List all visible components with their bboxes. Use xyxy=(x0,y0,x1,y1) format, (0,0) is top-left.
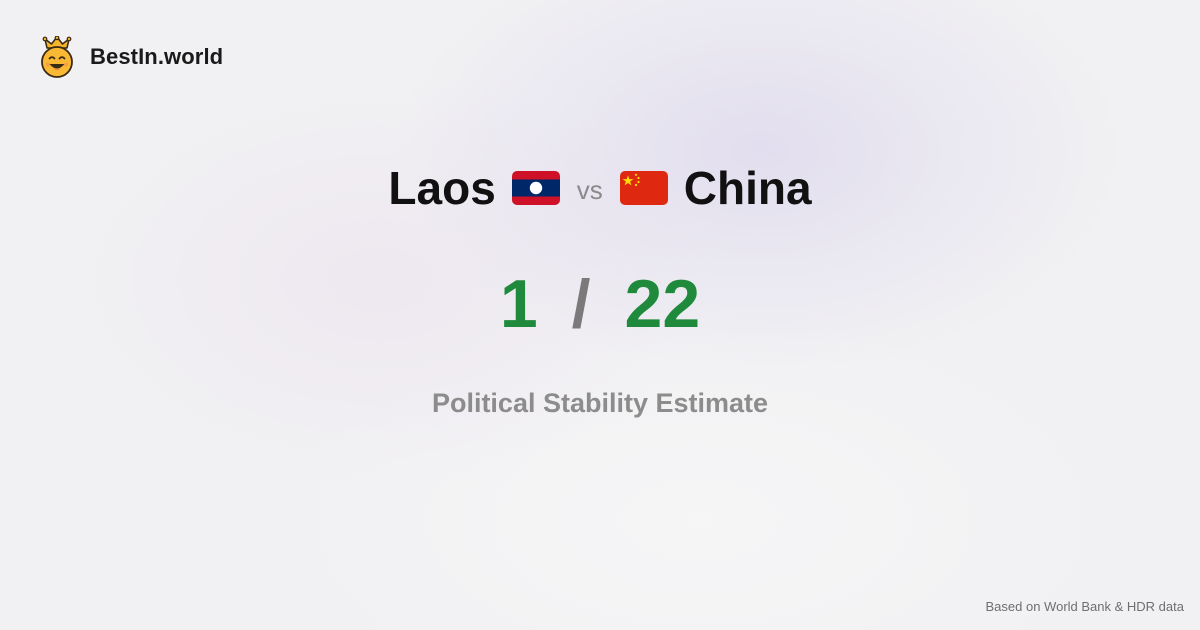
right-country-name: China xyxy=(683,162,812,214)
comparison-headline: Laos vs China xyxy=(0,158,1200,218)
right-rank-value: 22 xyxy=(624,266,701,342)
left-country-name: Laos xyxy=(388,162,496,214)
metric-label: Political Stability Estimate xyxy=(431,388,769,418)
rank-comparison: 1 / 22 xyxy=(0,262,1200,346)
vs-label: vs xyxy=(576,174,603,205)
crowned-smiley-icon xyxy=(41,36,73,78)
laos-flag-icon xyxy=(511,171,560,205)
china-flag-icon xyxy=(619,171,668,205)
brand-name[interactable]: BestIn.world xyxy=(90,44,224,69)
brand-header[interactable]: BestIn.world xyxy=(38,36,223,78)
rank-separator: / xyxy=(571,266,591,342)
left-rank-value: 1 xyxy=(499,266,538,342)
data-source-note: Based on World Bank & HDR data xyxy=(985,599,1184,614)
